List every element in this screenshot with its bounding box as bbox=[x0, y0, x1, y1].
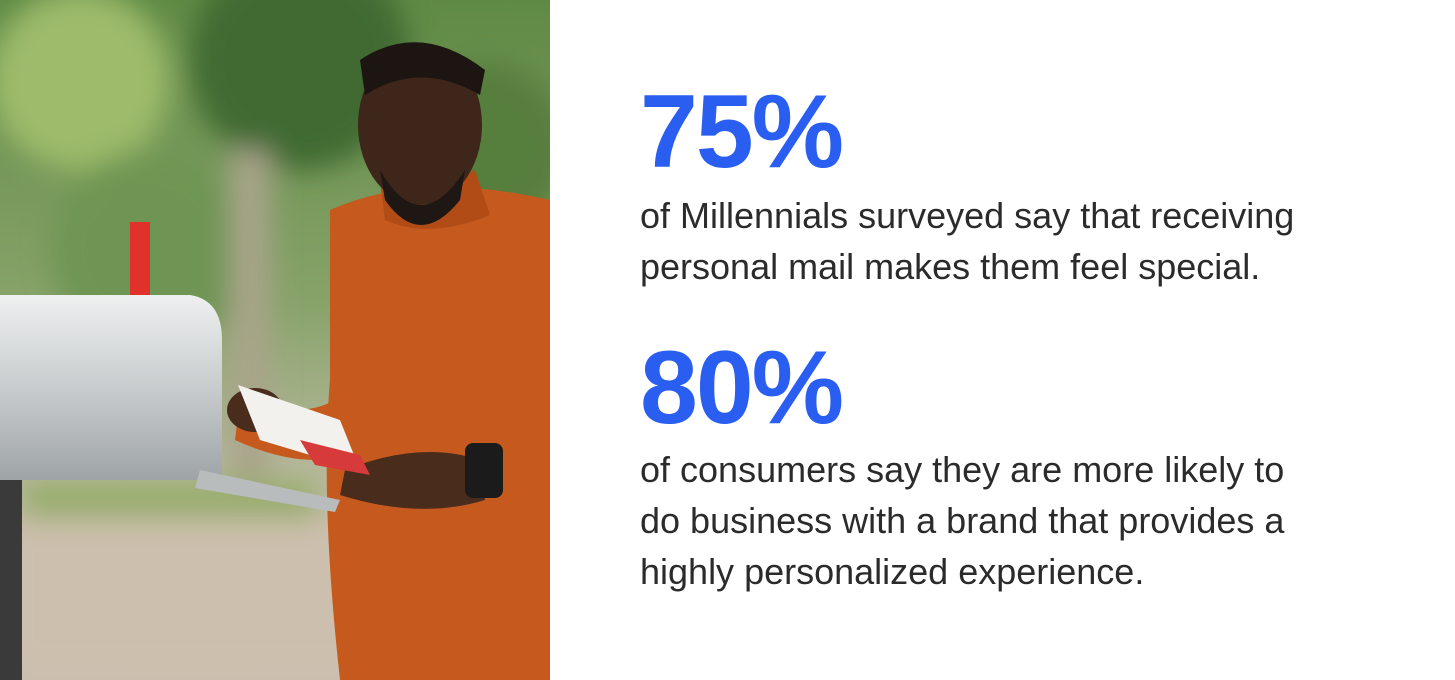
stat-description-line: do business with a brand that provides a bbox=[640, 500, 1285, 541]
stat-value-consumers: 80% bbox=[640, 330, 844, 446]
stat-description-line: of Millennials surveyed say that receivi… bbox=[640, 195, 1295, 236]
stat-description-line: personal mail makes them feel special. bbox=[640, 246, 1261, 287]
stat-description-line: of consumers say they are more likely to bbox=[640, 449, 1285, 490]
stat-value-millennials: 75% bbox=[640, 74, 844, 190]
stat-description-line: highly personalized experience. bbox=[640, 551, 1145, 592]
man-checking-mailbox-photo bbox=[0, 0, 550, 680]
